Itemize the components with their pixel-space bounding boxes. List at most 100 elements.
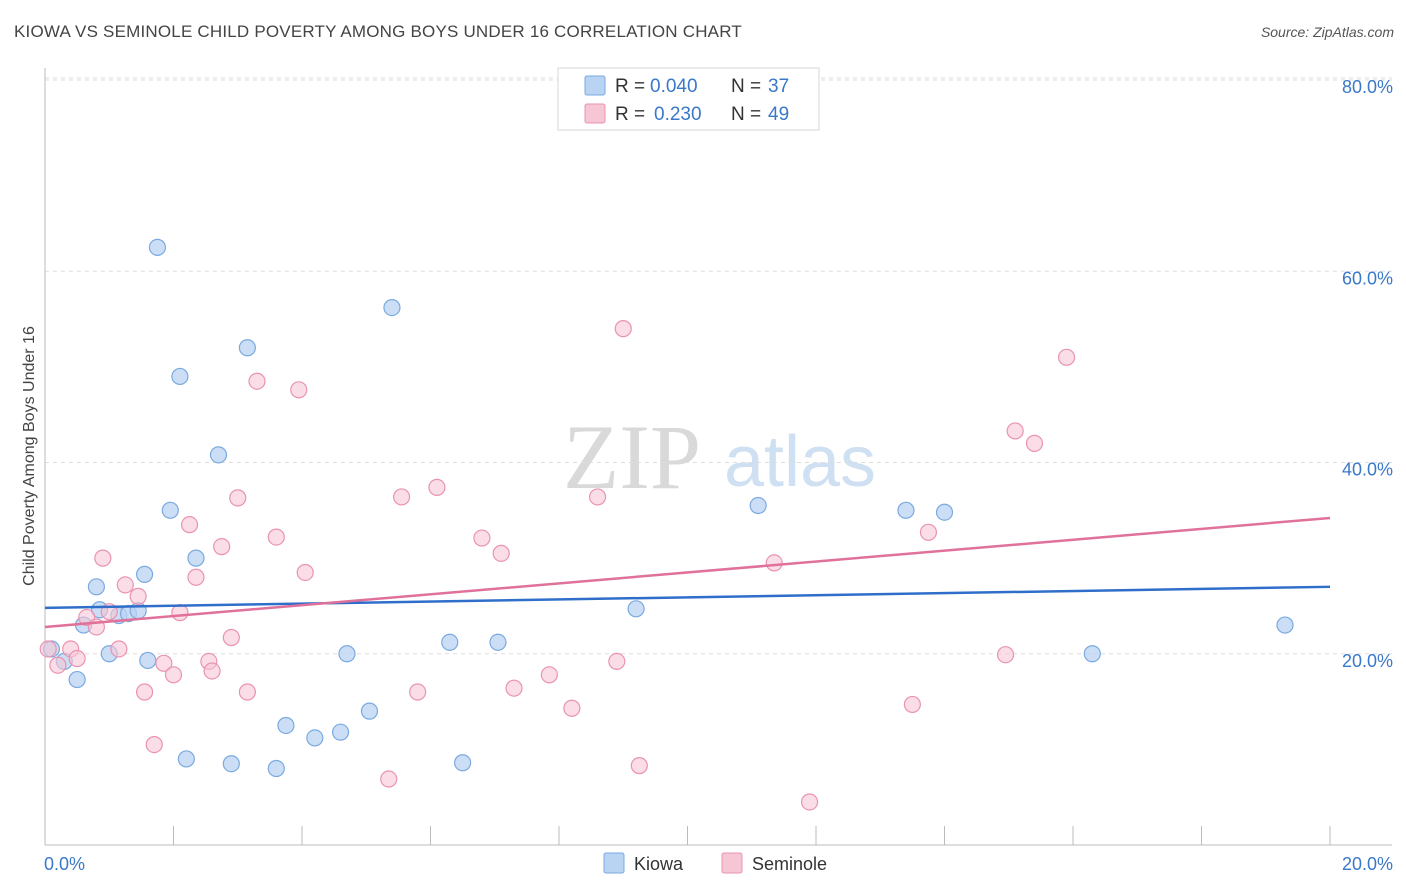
trend-lines (44, 516, 1331, 629)
kiowa-n-label: N = (731, 76, 761, 97)
y-tick-label-20: 20.0% (1342, 651, 1393, 671)
seminole-point-1 (49, 656, 67, 674)
seminole-point-3 (68, 649, 86, 668)
seminole-point-31 (428, 478, 446, 496)
y-tick-label-60: 60.0% (1342, 268, 1393, 288)
kiowa-swatch (584, 75, 606, 96)
seminole-point-19 (203, 662, 221, 680)
y-tick-labels: 20.0% 40.0% 60.0% 80.0% (1342, 77, 1393, 671)
seminole-point-20 (213, 538, 231, 556)
seminole-trend-line (44, 516, 1331, 629)
kiowa-point-18 (222, 755, 240, 773)
seminole-point-37 (588, 488, 607, 506)
kiowa-r-value: 0.040 (650, 76, 698, 97)
seminole-r-label: R = (615, 104, 645, 125)
kiowa-point-17 (209, 446, 228, 464)
kiowa-point-24 (338, 645, 356, 663)
kiowa-point-32 (897, 501, 915, 519)
seminole-n-label: N = (731, 104, 761, 125)
series-seminole-points (39, 320, 1076, 811)
stats-legend: R = 0.040 N = 37 R = 0.230 N = 49 (557, 67, 820, 131)
seminole-point-9 (116, 576, 134, 594)
kiowa-point-35 (1276, 616, 1294, 634)
kiowa-point-26 (383, 298, 401, 317)
kiowa-point-10 (135, 565, 154, 583)
seminole-point-15 (171, 604, 189, 622)
seminole-point-26 (290, 381, 308, 399)
seminole-point-34 (505, 679, 523, 697)
seminole-point-43 (903, 695, 921, 714)
x-tick-labels: 0.0% 20.0% (44, 854, 1393, 874)
legend-kiowa-label: Kiowa (634, 854, 684, 874)
seminole-point-42 (800, 793, 819, 811)
kiowa-point-27 (441, 633, 459, 651)
kiowa-point-34 (1083, 645, 1101, 663)
legend-seminole-swatch (721, 852, 743, 874)
kiowa-point-22 (306, 729, 324, 747)
seminole-point-28 (380, 770, 398, 788)
kiowa-r-label: R = (615, 76, 645, 97)
seminole-swatch (584, 103, 606, 124)
series-legend: Kiowa Seminole (603, 852, 827, 874)
seminole-r-value: 0.230 (654, 104, 702, 125)
seminole-point-47 (1025, 434, 1044, 452)
seminole-point-8 (110, 640, 128, 658)
chart-title: KIOWA VS SEMINOLE CHILD POVERTY AMONG BO… (14, 22, 742, 41)
kiowa-point-23 (331, 723, 350, 741)
seminole-point-30 (409, 683, 427, 701)
kiowa-point-4 (87, 578, 106, 596)
seminole-point-21 (222, 628, 240, 647)
grid-lines (45, 77, 1392, 655)
seminole-point-0 (39, 640, 57, 658)
legend-kiowa-swatch (603, 852, 625, 874)
seminole-point-40 (630, 757, 648, 775)
kiowa-point-13 (161, 501, 179, 519)
seminole-point-32 (473, 529, 491, 547)
seminole-point-14 (164, 666, 183, 684)
seminole-point-36 (563, 699, 581, 717)
kiowa-n-value: 37 (768, 76, 789, 97)
seminole-point-24 (248, 372, 266, 390)
watermark: ZIP atlas (563, 406, 876, 508)
y-tick-label-40: 40.0% (1342, 460, 1393, 480)
kiowa-point-30 (627, 600, 645, 618)
kiowa-point-20 (267, 759, 285, 778)
seminole-point-6 (94, 549, 112, 567)
kiowa-point-12 (148, 238, 167, 256)
seminole-point-39 (614, 320, 632, 338)
seminole-point-23 (238, 683, 256, 701)
y-tick-label-80: 80.0% (1342, 77, 1393, 97)
seminole-point-27 (296, 563, 314, 582)
watermark-zip: ZIP (563, 406, 701, 508)
kiowa-point-33 (935, 503, 954, 521)
seminole-point-38 (608, 652, 626, 671)
seminole-point-10 (129, 587, 147, 605)
x-tick-label-max: 20.0% (1342, 854, 1393, 874)
seminole-point-12 (145, 735, 163, 754)
seminole-point-17 (187, 568, 205, 586)
seminole-point-25 (267, 528, 285, 546)
seminole-point-41 (765, 554, 783, 572)
kiowa-point-16 (187, 549, 205, 567)
kiowa-point-29 (489, 633, 507, 651)
kiowa-point-25 (360, 702, 379, 720)
kiowa-point-15 (177, 750, 195, 768)
source-note: Source: ZipAtlas.com (1260, 24, 1394, 40)
seminole-point-46 (1006, 422, 1024, 440)
legend-seminole-label: Seminole (752, 854, 827, 874)
seminole-point-11 (135, 683, 154, 701)
seminole-point-44 (919, 523, 938, 541)
seminole-point-13 (155, 654, 173, 672)
seminole-point-22 (229, 489, 247, 507)
axes (44, 68, 1392, 846)
seminole-point-33 (492, 544, 510, 562)
seminole-point-35 (540, 666, 558, 684)
seminole-point-48 (1057, 348, 1076, 366)
seminole-point-29 (392, 488, 411, 506)
y-axis-label: Child Poverty Among Boys Under 16 (21, 326, 38, 586)
kiowa-point-19 (238, 339, 256, 357)
kiowa-point-14 (171, 367, 189, 386)
kiowa-point-2 (68, 670, 86, 689)
kiowa-point-11 (139, 651, 157, 670)
